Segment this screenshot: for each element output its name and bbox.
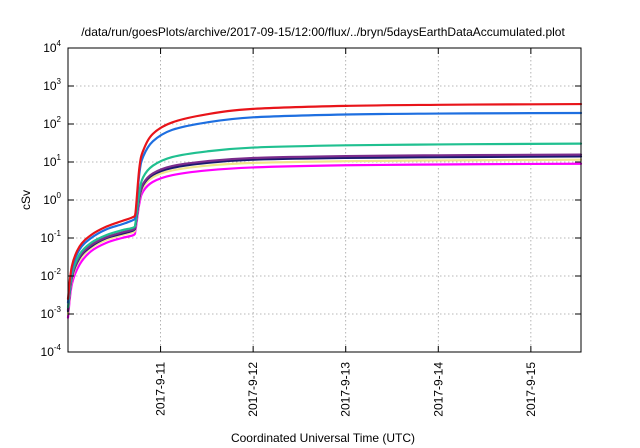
x-axis-label: Coordinated Universal Time (UTC) [231, 431, 415, 445]
series-line-5 [66, 142, 583, 309]
x-tick-labels: 2017-9-11 2017-9-12 2017-9-13 2017-9-14 2017… [154, 362, 538, 417]
y-tick-label: 102 [43, 115, 61, 131]
x-tick-label: 2017-9-14 [431, 362, 445, 417]
y-tick-label: 10-3 [41, 305, 62, 321]
y-tick-label: 103 [43, 77, 61, 93]
chart-title: /data/run/goesPlots/archive/2017-09-15/1… [81, 25, 565, 39]
series-group [66, 102, 583, 319]
x-tick-label: 2017-9-12 [246, 362, 260, 417]
x-tick-label: 2017-9-11 [154, 362, 168, 416]
y-tick-label: 100 [43, 191, 61, 207]
y-tick-label: 101 [43, 153, 61, 169]
y-tick-label: 10-1 [41, 229, 62, 245]
series-line-7 [66, 102, 583, 300]
y-tick-labels: 10-4 10-3 10-2 10-1 100 101 102 103 104 [41, 39, 62, 359]
y-tick-label: 10-4 [41, 343, 62, 359]
series-line-6 [66, 111, 583, 304]
x-tick-label: 2017-9-13 [339, 362, 353, 417]
series-line-4 [66, 153, 583, 311]
axis-ticks [68, 47, 581, 353]
grid-lines [68, 48, 581, 352]
y-axis-label: cSv [19, 190, 33, 210]
y-tick-label: 10-2 [41, 267, 62, 283]
series-line-1 [66, 162, 583, 319]
y-tick-label: 104 [43, 39, 61, 55]
x-tick-label: 2017-9-15 [524, 362, 538, 417]
